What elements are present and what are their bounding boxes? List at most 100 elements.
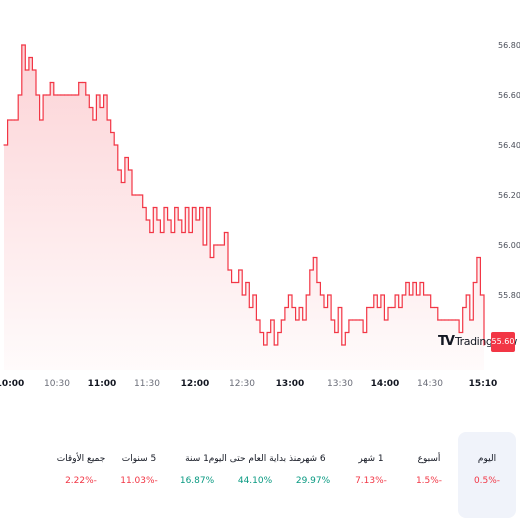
price-point [295, 319, 297, 321]
price-point [316, 281, 318, 284]
x-tick-label: 10:30 [44, 379, 70, 389]
price-point [67, 94, 69, 96]
price-point [287, 294, 289, 296]
period-tab[interactable]: 1 شهر 7.13%- [342, 432, 400, 518]
price-point [63, 94, 65, 96]
price-point [35, 94, 37, 96]
period-tab[interactable]: جميع الأوقات 2.22%- [52, 432, 110, 518]
y-tick-label: 56.80 [498, 41, 520, 50]
period-tab[interactable]: اليوم 0.5%- [458, 432, 516, 518]
price-point [401, 294, 403, 296]
x-tick-label: 14:00 [371, 379, 400, 389]
price-point [31, 69, 33, 71]
price-point [135, 194, 137, 196]
price-point [479, 294, 481, 296]
price-point [3, 144, 5, 146]
price-point [85, 94, 87, 96]
price-point [376, 306, 378, 309]
period-tab[interactable]: منذ بداية العام حتى اليوم 44.10% [209, 432, 302, 518]
price-point [95, 94, 97, 96]
period-change-value: 0.5%- [473, 476, 501, 486]
price-point [266, 331, 268, 334]
price-point [17, 94, 19, 96]
performance-periods: اليوم 0.5%- أسبوع 1.5%- 1 شهر 7.13%- 6 شهر 29.9… [0, 432, 520, 520]
price-point [405, 281, 407, 284]
price-point [7, 119, 9, 121]
price-point [213, 244, 215, 246]
price-chart-svg[interactable]: 56.80 56.60 56.40 56.20 56.00 55.80 10:00 10:30… [0, 0, 520, 400]
price-point [227, 269, 229, 271]
price-point [88, 106, 90, 109]
price-point [113, 144, 115, 146]
price-point [245, 281, 247, 284]
price-point [309, 269, 311, 271]
x-tick-label: 14:30 [417, 379, 443, 389]
x-tick-label: 12:30 [229, 379, 255, 389]
price-point [362, 331, 364, 334]
price-point [419, 281, 421, 284]
price-point [330, 319, 332, 321]
period-change-value: 2.22%- [65, 476, 97, 486]
price-point [440, 319, 442, 321]
price-point [284, 306, 286, 309]
price-point [110, 131, 112, 134]
price-chart[interactable]: 56.80 56.60 56.40 56.20 56.00 55.80 10:00 10:30… [0, 0, 520, 400]
period-change-value: 7.13%- [355, 476, 387, 486]
price-point [188, 231, 190, 234]
period-label: 5 سنوات [121, 454, 157, 464]
price-point [398, 306, 400, 309]
price-point [430, 306, 432, 309]
period-label: اليوم [477, 454, 497, 464]
price-point [380, 294, 382, 296]
price-point [472, 281, 474, 284]
price-point [56, 94, 58, 96]
period-change-value: 44.10% [237, 476, 273, 486]
price-point [92, 119, 94, 121]
price-point [238, 269, 240, 271]
period-label: 1 شهر [358, 454, 384, 464]
price-point [202, 244, 204, 246]
price-point [156, 219, 158, 221]
price-point [334, 331, 336, 334]
price-point [312, 256, 314, 259]
price-point [469, 319, 471, 321]
period-tab[interactable]: 6 شهر 29.97% [284, 432, 342, 518]
price-point [177, 219, 179, 221]
price-point [174, 206, 176, 209]
price-point [319, 294, 321, 296]
price-point [476, 256, 478, 259]
price-point [167, 219, 169, 221]
price-point [444, 319, 446, 321]
price-point [391, 306, 393, 309]
period-label: 1 سنة [185, 454, 209, 464]
period-change-value: 1.5%- [415, 476, 443, 486]
price-point [369, 306, 371, 309]
price-point [39, 119, 41, 121]
x-tick-label: 11:00 [88, 379, 117, 389]
period-tab[interactable]: أسبوع 1.5%- [400, 432, 458, 518]
price-point [337, 306, 339, 309]
price-point [415, 294, 417, 296]
period-tab[interactable]: 5 سنوات 11.03%- [110, 432, 168, 518]
price-point [455, 319, 457, 321]
price-point [131, 194, 133, 196]
price-point [348, 319, 350, 321]
price-point [42, 94, 44, 96]
price-point [394, 294, 396, 296]
price-point [10, 119, 12, 121]
price-point [280, 319, 282, 321]
x-tick-label: 10:00 [0, 379, 24, 389]
price-point [341, 344, 343, 346]
price-point [447, 319, 449, 321]
price-point [351, 319, 353, 321]
y-tick-label: 56.20 [498, 191, 520, 200]
period-label: أسبوع [417, 454, 441, 464]
price-point [433, 306, 435, 309]
price-point [170, 231, 172, 234]
period-tab[interactable]: 1 سنة 16.87% [168, 432, 226, 518]
price-point [152, 206, 154, 209]
price-point [181, 231, 183, 234]
price-point [263, 344, 265, 346]
price-point [28, 56, 30, 59]
price-point [366, 306, 368, 309]
